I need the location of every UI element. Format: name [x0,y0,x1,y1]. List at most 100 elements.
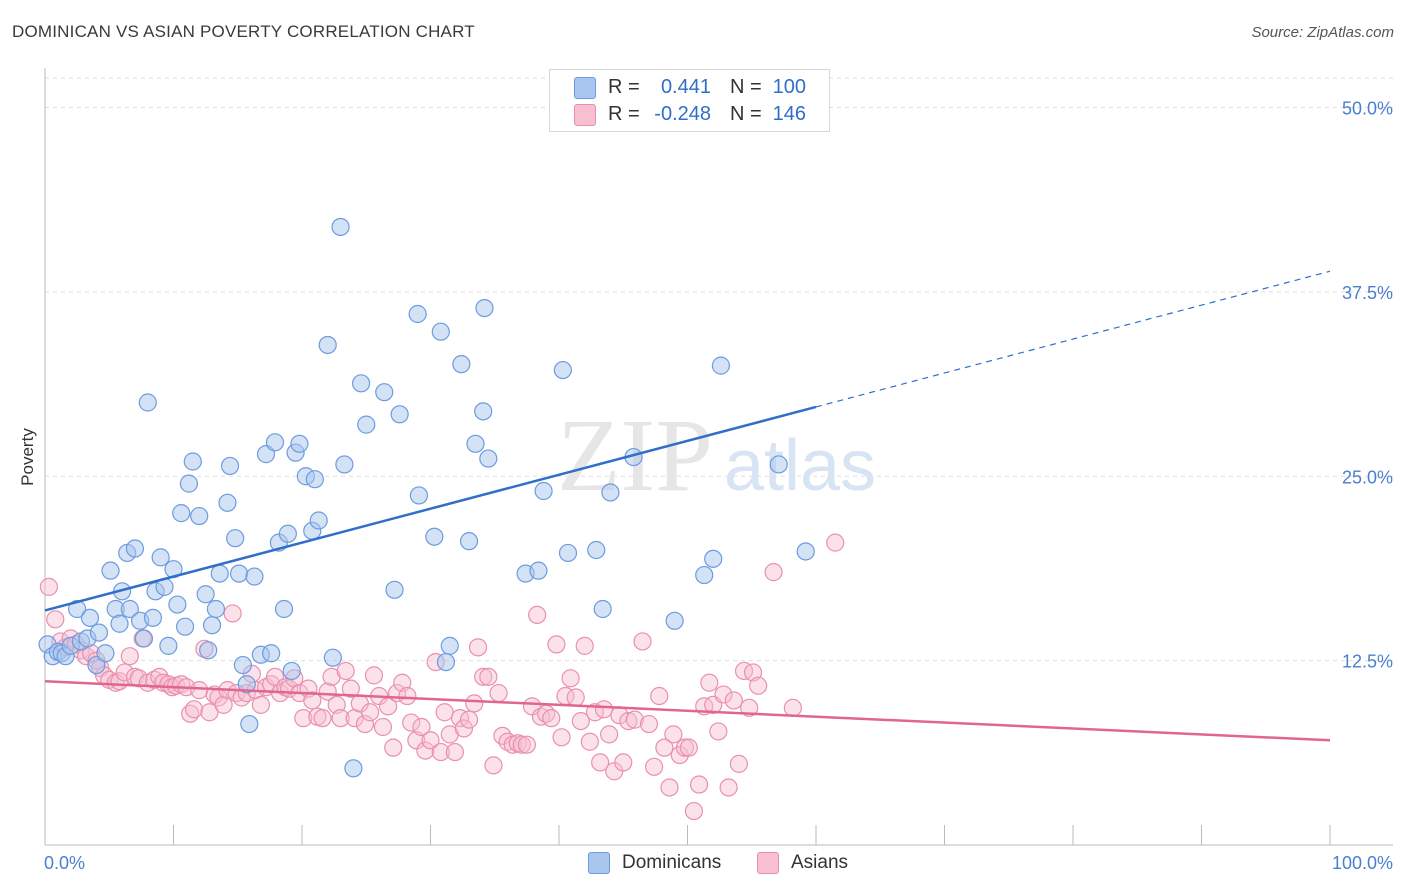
dominicans-point [601,483,620,502]
dominicans-point [218,493,237,512]
dominicans-point [265,433,285,452]
asians-point [594,700,614,719]
asians-point [644,757,664,776]
dominicans-point [68,599,87,619]
asians-point [489,683,508,703]
asians-point [223,604,242,623]
asians-point [512,735,531,754]
dominicans-point [375,383,394,402]
dominicans-point [558,543,578,563]
asians-point [120,647,139,666]
asians-point [528,605,547,625]
dominicans-point [459,532,479,551]
asians-point [575,636,594,655]
asians-point [684,801,704,821]
asians-point [398,686,417,706]
asians-point [719,778,738,797]
y-axis-label: Poverty [18,428,37,486]
legend-n-label: N = [730,75,762,98]
dominicans-point [309,511,328,530]
bottom-legend-dominicans: Dominicans [588,852,721,874]
asians-point [600,725,619,744]
asians-point [517,735,536,754]
dominicans-point [110,614,129,633]
asians-point [355,714,375,734]
dominicans-point [80,608,100,627]
dominicans-point [233,655,252,675]
dominicans-point [452,355,471,374]
source-label: Source: ZipAtlas.com [1251,24,1394,41]
asians-point [39,577,58,596]
asians-point [591,753,610,772]
asians-point [764,563,783,582]
asians-point [214,695,233,714]
asians-point [200,703,219,722]
bottom-legend-label: Asians [791,852,849,873]
dominicans-point [96,644,115,663]
asians-point [465,694,484,713]
dominicans-point [229,564,249,583]
correlation-legend: R = 0.441 N = 100 R = -0.248 N = 146 [549,69,830,132]
asians-point [341,679,360,698]
asians-point [412,717,431,737]
asians-point [184,700,204,719]
dominicans-point [796,542,815,561]
asians-point [660,778,679,797]
asians-point [547,635,566,654]
asians-point [619,711,638,731]
dominicans-point [408,304,427,324]
asians-point [454,719,474,738]
dominicans-point [89,623,109,642]
asians-point [402,713,421,732]
dominicans-point [711,356,731,375]
asians-point [331,709,350,728]
asians-point [474,667,493,686]
asians-point [826,533,845,552]
asians-point [361,703,380,722]
dominicans-point [101,561,120,580]
dominicans-point [553,360,572,380]
dominicans-trend-line [44,405,817,612]
asians-point [522,697,542,716]
asians-point [373,717,393,737]
legend-r-label: R = [608,102,640,125]
dominicans-point [587,540,606,560]
y-tick-label: 37.5% [1342,283,1393,303]
legend-swatch-dominicans [574,77,596,99]
dominicans-point [529,561,548,580]
dominicans-point [593,599,612,619]
asians-point [190,681,209,700]
axis-layer [44,68,1393,846]
asians-point [700,673,719,692]
dominicans-point [190,506,209,526]
asians-trend-line [44,680,1331,742]
asians-point [625,710,644,729]
asians-point [313,709,332,728]
dominicans-point [440,636,459,655]
dominicans-point [210,564,229,583]
dominicans-point [769,455,788,474]
asians-point [709,722,728,741]
bottom-legend-label: Dominicans [622,852,722,873]
x-tick-label: 0.0% [44,853,85,873]
dominicans-point [278,524,297,543]
dominicans-point [168,595,187,614]
dominicans-point [665,611,684,630]
asians-point [689,775,709,794]
asians-point [384,738,403,757]
asians-point [633,632,652,651]
dominicans-point [475,299,494,318]
asians-point [445,742,465,762]
dominicans-point [240,714,259,734]
asians-point [679,738,698,757]
dominicans-point [262,644,281,663]
asians-point [336,661,355,681]
asians-point [664,725,683,744]
asians-point [542,709,561,728]
dominicans-point [323,648,342,667]
asians-point [729,754,749,773]
dominicans-point [151,548,170,567]
legend-n-value: 146 [772,102,806,125]
dominicans-point [466,434,485,453]
dominicans-point [183,452,202,471]
